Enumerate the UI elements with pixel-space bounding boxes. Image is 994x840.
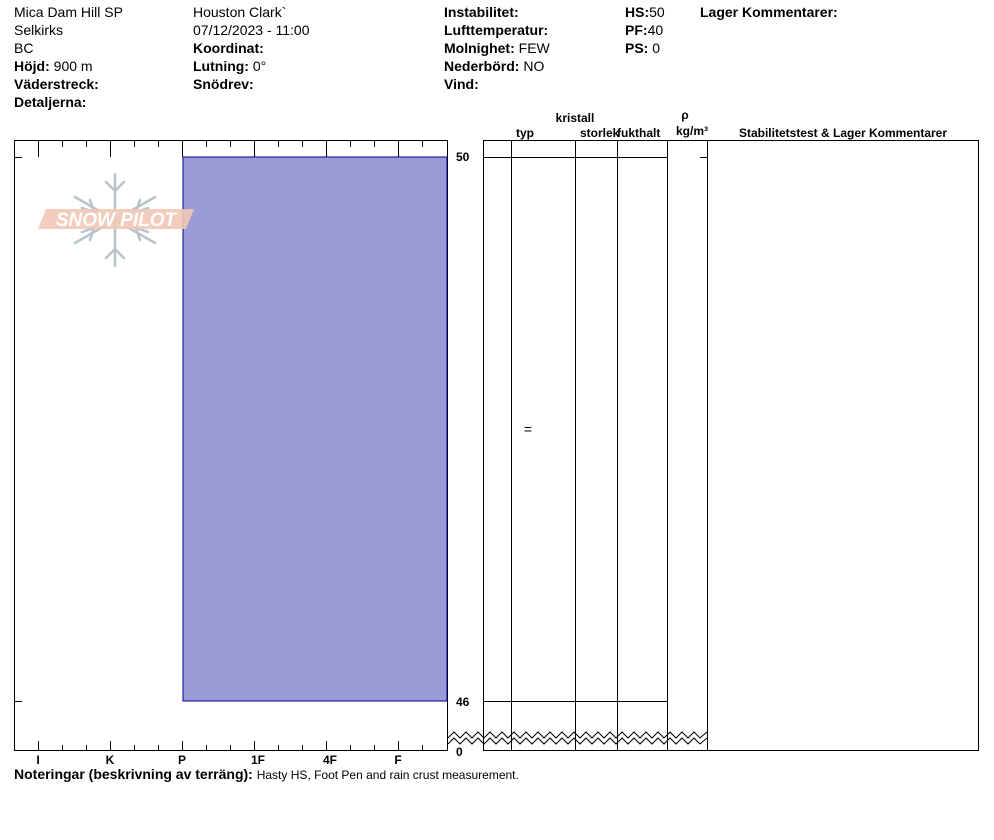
height-label-ground: 0	[456, 745, 463, 759]
instability-label: Instabilitet:	[444, 4, 519, 20]
crystal-header: kristall	[556, 111, 595, 125]
hardness-tick-label: F	[394, 753, 401, 767]
wind-label: Vind:	[444, 76, 479, 92]
depth-connector-lines	[484, 157, 707, 702]
ps-row: PS: 0	[625, 40, 660, 57]
precip-label: Nederbörd:	[444, 58, 520, 74]
layer-hardness-bar	[182, 156, 448, 702]
notes-row: Noteringar (beskrivning av terräng): Has…	[14, 766, 519, 782]
hardness-tick-label: K	[106, 753, 115, 767]
pf-value: 40	[647, 22, 664, 38]
region: BC	[14, 40, 34, 56]
details-label: Detaljerna:	[14, 94, 87, 110]
bottom-tick-marks	[38, 741, 423, 750]
mountain-range: Selkirks	[14, 22, 64, 38]
hs-value: 50	[649, 4, 665, 20]
sky-label: Molnighet:	[444, 40, 515, 56]
hardness-tick-label: P	[178, 753, 186, 767]
air-temperature-label: Lufttemperatur:	[444, 22, 549, 38]
hardness-tick-label: I	[36, 753, 39, 767]
precip-value: NO	[523, 58, 545, 74]
ps-value: 0	[652, 40, 661, 56]
observer-name: Houston Clark`	[193, 4, 287, 20]
aspect-label: Väderstreck:	[14, 76, 99, 92]
slope-row: Lutning: 0°	[193, 58, 266, 75]
drift-label: Snödrev:	[193, 76, 254, 92]
zigzag-break-upper	[447, 731, 708, 739]
slope-label: Lutning:	[193, 58, 249, 74]
slope-value: 0°	[252, 58, 267, 74]
top-tick-marks	[15, 141, 423, 702]
hardness-tick-label: 4F	[323, 753, 337, 767]
coordinate-label: Koordinat:	[193, 40, 264, 56]
elevation-row: Höjd: 900 m	[14, 58, 93, 75]
elevation-label: Höjd:	[14, 58, 50, 74]
layer-comments-label: Lager Kommentarer:	[700, 4, 838, 20]
moisture-header: fukthalt	[617, 126, 660, 140]
notes-value: Hasty HS, Foot Pen and rain crust measur…	[256, 768, 519, 782]
grain-type-symbol: =	[524, 421, 532, 437]
pf-row: PF:40	[625, 22, 663, 39]
hs-row: HS:50	[625, 4, 665, 21]
ps-label: PS:	[625, 40, 649, 56]
layer-columns-grid	[483, 140, 979, 751]
logo-text: SNOW PILOT	[56, 210, 178, 231]
sky-row: Molnighet: FEW	[444, 40, 550, 57]
site-name: Mica Dam Hill SP	[14, 4, 123, 20]
rho-symbol: ρ	[681, 108, 688, 122]
height-label-layer: 46	[456, 695, 470, 709]
precip-row: Nederbörd: NO	[444, 58, 544, 75]
height-label-top: 50	[456, 150, 470, 164]
hardness-tick-label: 1F	[251, 753, 265, 767]
type-header: typ	[516, 126, 534, 140]
pf-label: PF:	[625, 22, 648, 38]
density-unit-header: kg/m³	[676, 124, 708, 138]
hs-label: HS:	[625, 4, 650, 20]
stability-header: Stabilitetstest & Lager Kommentarer	[739, 126, 947, 140]
sky-value: FEW	[518, 40, 550, 56]
notes-label: Noteringar (beskrivning av terräng):	[14, 766, 253, 782]
elevation-value: 900 m	[53, 58, 93, 74]
observation-datetime: 07/12/2023 - 11:00	[193, 22, 310, 38]
zigzag-break-lower	[447, 737, 708, 745]
snowpilot-logo: SNOW PILOT	[38, 172, 194, 268]
size-header: storlek	[580, 126, 620, 140]
